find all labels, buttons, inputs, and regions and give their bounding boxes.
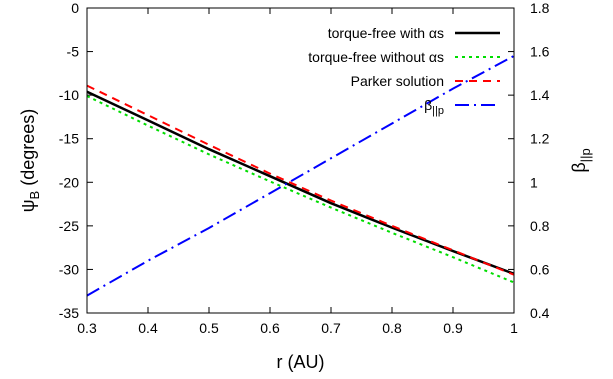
y-tick-label: -20 bbox=[59, 174, 79, 190]
y2-axis-label-main: β bbox=[569, 162, 589, 172]
legend-label-4: β||p bbox=[424, 97, 444, 117]
y2-tick-label: 1.6 bbox=[530, 44, 550, 60]
y-axis-label: ψB (degrees) bbox=[18, 109, 42, 213]
y2-tick-label: 1 bbox=[530, 174, 538, 190]
y2-tick-label: 0.4 bbox=[530, 305, 550, 321]
series-line-3 bbox=[86, 84, 515, 276]
y2-tick-label: 1.4 bbox=[530, 87, 550, 103]
x-tick-label: 0.3 bbox=[77, 320, 97, 336]
y2-tick-label: 1.2 bbox=[530, 131, 550, 147]
legend-label-2: torque-free without αs bbox=[308, 49, 444, 65]
x-tick-label: 1 bbox=[510, 320, 518, 336]
y-tick-label: -35 bbox=[59, 305, 79, 321]
plot-frame bbox=[86, 7, 515, 314]
y2-axis-label-sub: ||p bbox=[578, 148, 593, 162]
series-line-2 bbox=[86, 95, 515, 284]
x-axis-label: r (AU) bbox=[277, 352, 325, 372]
y-tick-label: -5 bbox=[67, 44, 80, 60]
x-tick-label: 0.5 bbox=[199, 320, 219, 336]
x-tick-label: 0.9 bbox=[443, 320, 463, 336]
y2-tick-label: 1.8 bbox=[530, 0, 550, 16]
y-axis-label-sub: B bbox=[27, 191, 42, 200]
y-tick-label: 0 bbox=[71, 0, 79, 16]
series-layer bbox=[86, 55, 515, 297]
y2-axis-label: β||p bbox=[569, 148, 593, 172]
x-tick-label: 0.7 bbox=[321, 320, 341, 336]
legend: torque-free with αs torque-free without α… bbox=[308, 25, 500, 117]
y-tick-label: -15 bbox=[59, 131, 79, 147]
y2-axis-ticks: 1.8 1.6 1.4 1.2 1 0.8 0.6 0.4 bbox=[508, 0, 550, 321]
series-line-4 bbox=[86, 55, 515, 297]
legend-label-3: Parker solution bbox=[351, 73, 444, 89]
x-axis-ticks: 0.3 0.4 0.5 0.6 0.7 0.8 0.9 1 bbox=[77, 8, 518, 336]
y-axis-label-main: ψ bbox=[18, 199, 38, 212]
y2-tick-label: 0.6 bbox=[530, 261, 550, 277]
y2-tick-label: 0.8 bbox=[530, 218, 550, 234]
y-tick-label: -25 bbox=[59, 218, 79, 234]
series-line-1 bbox=[86, 90, 515, 275]
y-axis-ticks: 0 -5 -10 -15 -20 -25 -30 -35 bbox=[59, 0, 93, 321]
x-tick-label: 0.4 bbox=[138, 320, 158, 336]
y-tick-label: -30 bbox=[59, 261, 79, 277]
x-tick-label: 0.8 bbox=[382, 320, 402, 336]
x-tick-label: 0.6 bbox=[260, 320, 280, 336]
legend-label-1: torque-free with αs bbox=[328, 25, 444, 41]
y-tick-label: -10 bbox=[59, 87, 79, 103]
y-axis-label-unit: (degrees) bbox=[18, 109, 38, 191]
